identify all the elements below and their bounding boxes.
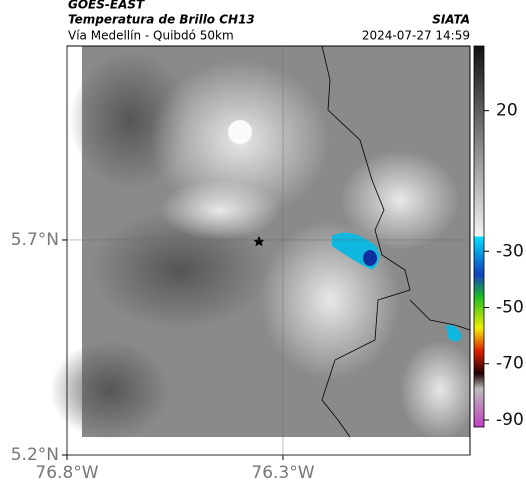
source: SIATA <box>432 13 470 27</box>
colorbar <box>473 45 485 428</box>
y-tick-label: 5.2°N <box>11 445 59 465</box>
colorbar-tick-label: -30 <box>496 241 524 261</box>
colorbar-tick-label: -70 <box>496 354 524 374</box>
title: GOES-EAST <box>68 0 145 12</box>
subtitle: Temperatura de Brillo CH13 <box>68 13 255 27</box>
x-tick-label: 76.3°W <box>251 463 314 483</box>
y-tick-label: 5.7°N <box>11 230 59 250</box>
satellite-image <box>50 45 480 440</box>
colorbar-tick-label: -50 <box>496 297 524 317</box>
colorbar-tick-label: -90 <box>496 410 524 430</box>
datetime: 2024-07-27 14:59 <box>362 29 470 43</box>
colorbar-tick-label: 20 <box>496 101 518 121</box>
x-tick-label: 76.8°W <box>35 463 98 483</box>
route: Vía Medellín - Quibdó 50km <box>68 29 234 43</box>
